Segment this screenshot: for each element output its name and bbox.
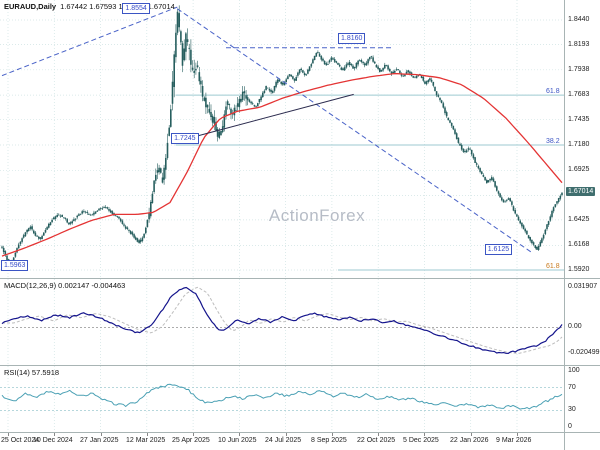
time-tick [193, 433, 194, 436]
axis-label: 1.7683 [568, 91, 590, 98]
axis-label: 1.8193 [568, 41, 590, 48]
date-label: 22 Jan 2026 [450, 437, 489, 444]
trendline[interactable] [1, 6, 178, 77]
ma-line [1, 72, 563, 257]
panel-separator [0, 278, 600, 279]
macd-chart-canvas[interactable] [0, 279, 564, 365]
date-label: 24 Jul 2025 [265, 437, 302, 444]
date-label: 22 Oct 2025 [357, 437, 396, 444]
macd-panel: MACD(12,26,9) 0.002147 -0.004463 [0, 279, 564, 365]
macd-title: MACD(12,26,9) 0.002147 -0.004463 [4, 281, 126, 290]
axis-label: 1.7938 [568, 66, 590, 73]
time-tick [517, 433, 518, 436]
axis-label: -0.020499 [568, 349, 600, 356]
time-tick [286, 433, 287, 436]
time-tick [332, 433, 333, 436]
price-axis[interactable]: 1.8440 1.8193 1.7938 1.7683 1.7435 1.7180 1.69… [564, 0, 600, 450]
panel-separator [0, 432, 600, 433]
v-gridlines [7, 366, 518, 432]
axis-label: 70 [568, 384, 576, 391]
date-label: 27 Jan 2025 [80, 437, 119, 444]
date-label: 8 Sep 2025 [311, 437, 347, 444]
panel-separator [0, 365, 600, 366]
price-annotation: 1.6125 [484, 244, 513, 255]
axis-label: 0 [568, 423, 572, 430]
date-label: 10 Jun 2025 [218, 437, 257, 444]
fib-level-label: 61.8 [546, 263, 560, 270]
candle-bodies [1, 11, 563, 266]
v-gridlines [7, 0, 518, 278]
date-label: 5 Dec 2025 [403, 437, 439, 444]
rsi-panel: RSI(14) 57.5918 [0, 366, 564, 432]
date-label: 12 Mar 2025 [126, 437, 166, 444]
fib-level-label: 61.8 [546, 88, 560, 95]
time-tick [54, 433, 55, 436]
axis-label: 1.7180 [568, 141, 590, 148]
time-tick [239, 433, 240, 436]
macd-line [1, 286, 563, 355]
axis-label: 1.6425 [568, 216, 590, 223]
rsi-chart-canvas[interactable] [0, 366, 564, 432]
ohlc-values: 1.67442 1.67593 1.66847 1.67014 [60, 2, 175, 11]
axis-label: 1.6925 [568, 166, 590, 173]
date-label: 25 Oct 2024 [1, 437, 40, 444]
time-tick [147, 433, 148, 436]
symbol-title: EURAUD,Daily [4, 2, 57, 11]
axis-label: 100 [568, 367, 580, 374]
time-axis[interactable]: 25 Oct 2024 10 Dec 2024 27 Jan 2025 12 Mar … [0, 433, 564, 450]
price-annotation: 1.8160 [338, 33, 366, 44]
axis-label: 1.6168 [568, 241, 590, 248]
axis-label: 0.031907 [568, 283, 598, 290]
rsi-line [1, 383, 563, 410]
date-label: 10 Dec 2024 [33, 437, 73, 444]
axis-label: 30 [568, 406, 576, 413]
time-tick [101, 433, 102, 436]
price-chart-canvas[interactable]: 61.8 38.2 61.8 [0, 0, 564, 278]
trendline[interactable] [178, 93, 354, 142]
current-price-tag: 1.67014 [566, 187, 596, 196]
watermark: ActionForex [268, 206, 366, 225]
price-annotation: 1.8554 [122, 3, 150, 14]
price-panel: 61.8 38.2 61.8 ActionForex EURAUD,Daily 1.6… [0, 0, 564, 278]
axis-label: 1.5920 [568, 266, 590, 273]
time-tick [471, 433, 472, 436]
price-annotation: 1.5963 [1, 260, 29, 271]
fib-level-label: 38.2 [546, 138, 560, 145]
chart-header: EURAUD,Daily 1.67442 1.67593 1.66847 1.67… [4, 2, 175, 11]
time-tick [378, 433, 379, 436]
axis-label: 0.00 [568, 323, 582, 330]
date-label: 25 Apr 2025 [172, 437, 210, 444]
v-gridlines [7, 279, 518, 365]
macd-signal-line [2, 286, 563, 354]
axis-label: 1.7435 [568, 116, 590, 123]
price-annotation: 1.7245 [171, 133, 199, 144]
axis-label: 1.8440 [568, 16, 590, 23]
rsi-title: RSI(14) 57.5918 [4, 368, 60, 377]
date-label: 9 Mar 2026 [496, 437, 532, 444]
time-tick [8, 433, 9, 436]
time-tick [424, 433, 425, 436]
